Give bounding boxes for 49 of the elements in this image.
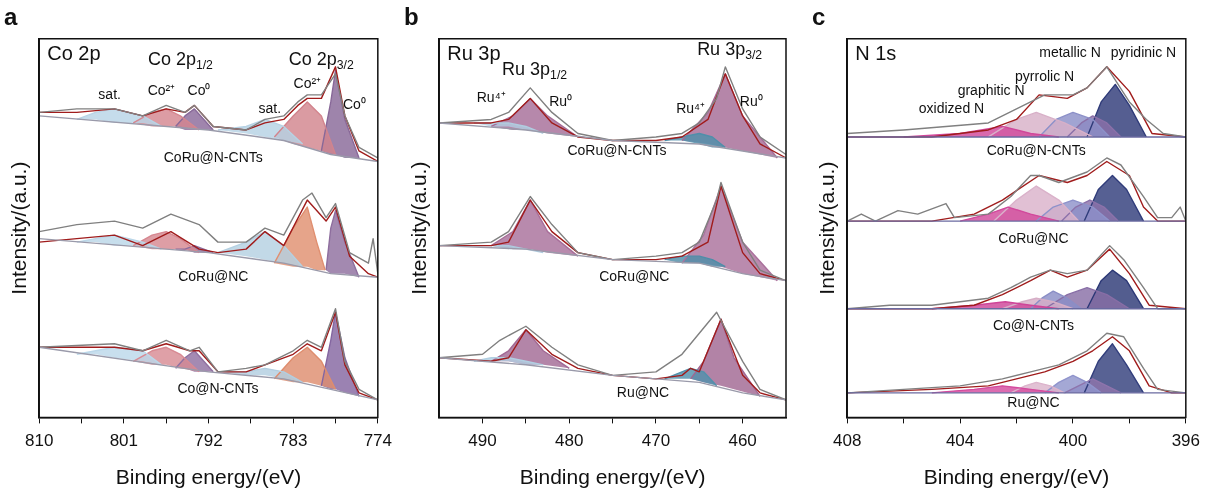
annotation: Ru@NC <box>1007 394 1060 411</box>
x-tick-label: 460 <box>728 431 757 451</box>
annotation: Ru⁴⁺ <box>676 99 706 116</box>
annotation: Ru⁰ <box>549 92 573 109</box>
x-axis-title: Binding energy/(eV) <box>115 465 302 489</box>
annotation: CoRu@N-CNTs <box>986 141 1086 158</box>
annotation: Co@N-CNTs <box>992 317 1074 334</box>
chart-subtitle: Co 2p <box>47 42 101 65</box>
x-tick-label: 783 <box>278 431 308 451</box>
annotation: Co²⁺ <box>293 75 322 92</box>
annotation: oxidized N <box>918 99 985 116</box>
annotation: Ru⁴⁺ <box>476 89 506 106</box>
annotation: Co⁰ <box>343 96 366 113</box>
x-tick-label: 470 <box>641 431 671 451</box>
x-tick-label: 792 <box>194 431 223 451</box>
annotation: pyrrolic N <box>1015 68 1075 85</box>
text: pyridinic N <box>1110 43 1177 60</box>
x-tick-label: 396 <box>1171 431 1201 451</box>
chart-subtitle: Ru 3p <box>447 42 501 65</box>
chart-subtitle: N 1s <box>855 42 897 65</box>
x-tick-label: 404 <box>945 431 975 451</box>
text: metallic N <box>1039 43 1101 60</box>
x-tick-label: 480 <box>555 431 584 451</box>
x-tick-label: 774 <box>363 431 393 451</box>
annotation: Ru⁰ <box>739 92 763 109</box>
annotation: sat. <box>258 99 282 116</box>
x-axis-title: Binding energy/(eV) <box>519 465 706 489</box>
annotation: CoRu@NC <box>178 268 249 285</box>
annotation: Co²⁺ <box>147 82 176 99</box>
annotation: CoRu@NC <box>998 229 1069 246</box>
y-axis-title: Intensity/(a.u.) <box>407 161 431 295</box>
x-tick-label: 408 <box>833 431 862 451</box>
annotation: CoRu@N-CNTs <box>163 148 263 165</box>
y-axis-title: Intensity/(a.u.) <box>815 161 839 295</box>
chart-title: b <box>404 3 419 31</box>
x-tick-label: 801 <box>109 431 139 451</box>
annotation: Ru@NC <box>616 383 670 400</box>
chart-title: a <box>4 3 18 31</box>
annotation: Co⁰ <box>187 82 211 99</box>
y-axis-title: Intensity/(a.u.) <box>7 161 31 295</box>
x-tick-label: 810 <box>25 431 54 451</box>
annotation: CoRu@N-CNTs <box>567 141 667 158</box>
annotation: sat. <box>98 85 121 102</box>
chart-title: c <box>812 3 826 31</box>
x-tick-label: 490 <box>468 431 497 451</box>
annotation: CoRu@NC <box>599 268 670 285</box>
annotation: Co@N-CNTs <box>177 380 259 397</box>
x-axis-title: Binding energy/(eV) <box>923 465 1110 489</box>
x-tick-label: 400 <box>1058 431 1088 451</box>
